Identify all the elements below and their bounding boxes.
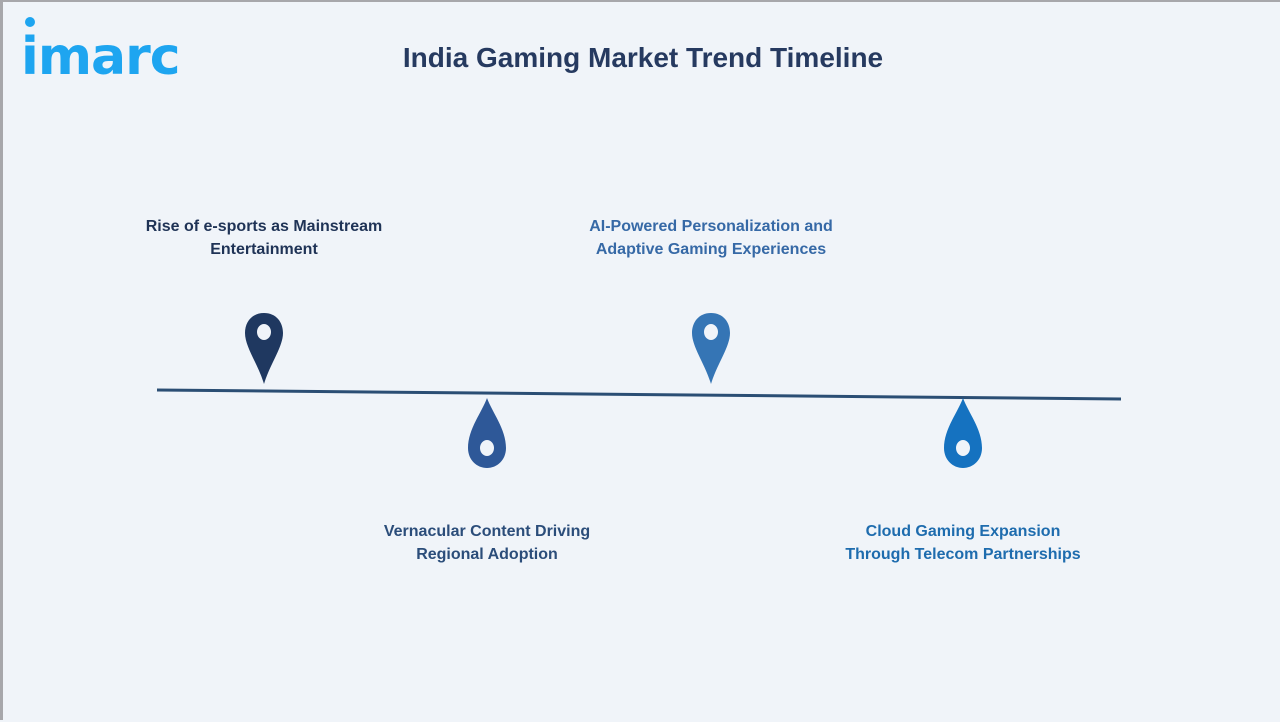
milestone-label-1-line1: Rise of e-sports as Mainstream bbox=[145, 218, 383, 235]
milestone-label-3: AI-Powered Personalization and Adaptive … bbox=[546, 215, 876, 261]
map-pin-icon bbox=[245, 313, 283, 384]
timeline-graphic bbox=[156, 313, 1122, 468]
milestone-label-4-line2: Through Telecom Partnerships bbox=[845, 546, 1081, 563]
milestone-label-2: Vernacular Content Driving Regional Adop… bbox=[337, 520, 637, 566]
milestone-label-3-line1: AI-Powered Personalization and bbox=[589, 218, 833, 235]
timeline-axis bbox=[156, 388, 1122, 401]
map-pin-icon bbox=[692, 313, 730, 384]
milestone-label-4: Cloud Gaming Expansion Through Telecom P… bbox=[798, 520, 1128, 566]
milestone-label-4-line1: Cloud Gaming Expansion bbox=[865, 523, 1061, 540]
milestone-label-1-line2: Entertainment bbox=[210, 241, 318, 258]
svg-text:imarc: imarc bbox=[21, 27, 180, 84]
page-title: India Gaming Market Trend Timeline bbox=[402, 42, 884, 73]
imarc-logo: imarc bbox=[21, 17, 181, 84]
milestone-label-2-line1: Vernacular Content Driving bbox=[383, 523, 591, 540]
drop-pin-icon bbox=[944, 398, 982, 468]
milestone-label-3-line2: Adaptive Gaming Experiences bbox=[595, 241, 827, 258]
drop-pin-icon bbox=[468, 398, 506, 468]
milestone-label-2-line2: Regional Adoption bbox=[416, 546, 558, 563]
milestone-label-1: Rise of e-sports as Mainstream Entertain… bbox=[114, 215, 414, 261]
